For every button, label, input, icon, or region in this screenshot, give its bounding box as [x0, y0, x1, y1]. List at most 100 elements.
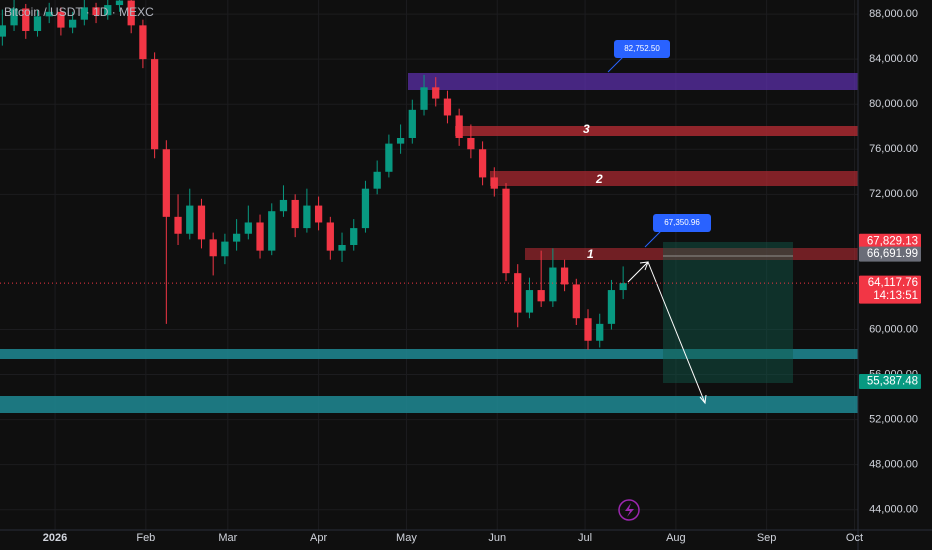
candle-body	[607, 290, 616, 324]
candle-body	[162, 149, 170, 217]
zone	[0, 396, 859, 413]
callout	[614, 40, 670, 58]
position-box	[663, 242, 793, 383]
candle-body	[467, 137, 475, 150]
callout-pointer	[644, 229, 663, 248]
candle-body	[303, 205, 311, 229]
zone-label: 2	[595, 172, 603, 186]
candle-body	[291, 199, 299, 229]
x-tick-label: Jun	[488, 532, 506, 544]
candle-body	[115, 0, 124, 6]
candle-body	[560, 267, 569, 285]
y-tick-label: 52,000.00	[869, 414, 918, 426]
y-tick-label: 76,000.00	[869, 143, 918, 155]
zone	[408, 73, 859, 90]
arrow-head	[639, 261, 707, 405]
zone	[490, 171, 859, 186]
price-label-box	[859, 275, 921, 304]
arrow	[647, 261, 706, 404]
candle-body	[33, 16, 42, 31]
callout-text: 82,752.50	[624, 44, 660, 53]
x-tick-label: Oct	[846, 532, 863, 544]
candle-body	[232, 233, 241, 242]
x-tick-label: Aug	[666, 532, 686, 544]
y-tick-label: 72,000.00	[869, 188, 918, 200]
candle-body	[68, 19, 77, 28]
x-tick-label: Mar	[218, 532, 237, 544]
candle-body	[596, 323, 604, 341]
candle-body	[432, 87, 440, 99]
price-label: 55,387.48	[867, 375, 918, 387]
candle-body	[197, 205, 206, 240]
candle-body	[326, 222, 334, 251]
y-tick-label: 44,000.00	[869, 504, 918, 516]
candle-body	[80, 7, 88, 20]
price-label: 66,691.99	[867, 248, 918, 260]
x-tick-label: Feb	[136, 532, 155, 544]
y-tick-label: 80,000.00	[869, 98, 918, 110]
price-label-box	[859, 233, 921, 249]
candle-body	[514, 273, 522, 313]
candle-body	[244, 222, 252, 234]
x-tick-label: Sep	[757, 532, 777, 544]
candle-body	[502, 188, 510, 274]
price-label-box	[859, 246, 921, 262]
candle-body	[373, 171, 381, 189]
candle-body	[209, 239, 217, 257]
zone	[0, 349, 859, 359]
arrow	[627, 261, 649, 283]
candle-body	[104, 5, 112, 16]
candle-body	[92, 7, 100, 16]
candle-body	[268, 211, 276, 251]
candle-body	[150, 59, 159, 150]
candle-body	[385, 143, 393, 172]
candle-body	[478, 149, 487, 178]
candle-body	[22, 8, 30, 31]
candle-body	[338, 245, 346, 251]
candle-body	[525, 290, 534, 313]
zone-label: 1	[587, 247, 594, 261]
callout	[653, 214, 711, 232]
candle-body	[455, 115, 463, 138]
zone	[455, 126, 859, 136]
candle-body	[396, 137, 405, 144]
icon	[625, 503, 634, 517]
candle-body	[537, 290, 545, 302]
callout-text: 67,350.96	[664, 218, 700, 227]
candle-body	[490, 177, 498, 189]
candle-body	[45, 11, 53, 17]
candle-body	[174, 216, 182, 234]
y-tick-label: 60,000.00	[869, 323, 918, 335]
candle-body	[584, 318, 592, 341]
candle-body	[572, 284, 580, 319]
candle-body	[443, 98, 452, 116]
candle-body	[549, 267, 557, 302]
candle-body	[408, 109, 416, 138]
price-label: 64,117.76	[868, 277, 918, 289]
candle-body	[279, 199, 288, 212]
candle-body	[314, 205, 323, 223]
x-tick-label: 2026	[43, 532, 67, 544]
chart-title: Bitcoin / USDT · 1D · MEXC	[4, 5, 154, 19]
candle-body	[10, 8, 18, 26]
x-tick-label: May	[396, 532, 417, 544]
candle-body	[350, 228, 358, 246]
candle-body	[127, 0, 135, 26]
y-tick-label: 84,000.00	[869, 53, 918, 65]
zone	[525, 248, 859, 260]
candle-body	[256, 222, 264, 251]
candle-body	[186, 205, 194, 234]
candle-body	[221, 241, 229, 257]
zone-label: 3	[583, 122, 590, 136]
x-tick-label: Jul	[578, 532, 592, 544]
candle-body	[57, 11, 65, 28]
candle-body	[619, 283, 627, 291]
candle-body	[139, 25, 147, 60]
candle-body	[0, 25, 6, 37]
price-label: 67,829.13	[867, 235, 918, 247]
price-label-box	[859, 373, 921, 389]
x-tick-label: Apr	[310, 532, 327, 544]
y-tick-label: 88,000.00	[869, 8, 918, 20]
x-axis-panel	[0, 530, 932, 550]
